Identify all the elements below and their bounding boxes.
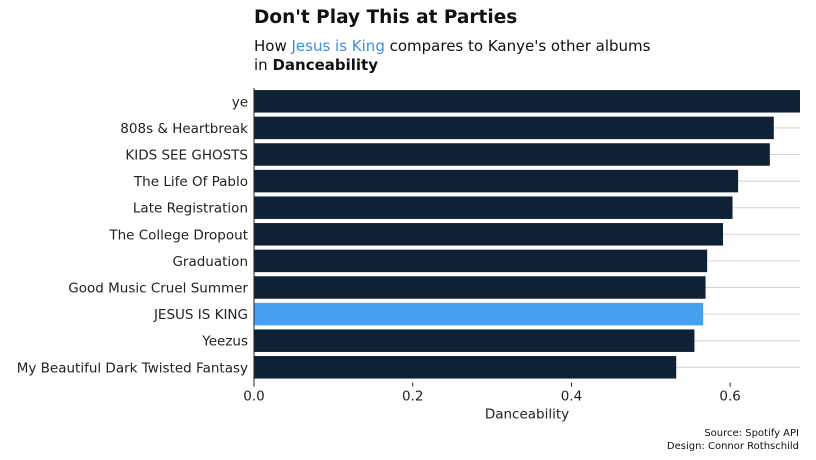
subtitle-middle: compares to Kanye's other albums [384, 37, 651, 55]
subtitle-prefix: How [254, 37, 292, 55]
caption: Source: Spotify API Design: Connor Roths… [667, 427, 799, 453]
chart-title: Don't Play This at Parties [254, 7, 518, 28]
bar [254, 329, 695, 352]
bar [254, 169, 739, 193]
category-label: Yeezus [201, 334, 248, 350]
chart-subtitle: How Jesus is King compares to Kanye's ot… [254, 37, 650, 75]
design-credit: Design: Connor Rothschild [666, 441, 799, 452]
subtitle-metric: Danceability [272, 56, 379, 74]
bar [254, 196, 733, 219]
source-credit: Source: Spotify API [704, 428, 799, 439]
category-label: ye [232, 94, 248, 110]
category-label: The College Dropout [108, 227, 248, 243]
bar [254, 116, 774, 140]
category-labels: ye 808s & Heartbreak KIDS SEE GHOSTS The Li… [17, 94, 249, 376]
category-label: Good Music Cruel Summer [68, 281, 248, 297]
category-label: The Life Of Pablo [133, 174, 248, 190]
x-tick-label: 0.0 [243, 389, 264, 405]
bar [254, 249, 708, 273]
bar [254, 276, 706, 299]
category-label: Late Registration [133, 201, 248, 217]
x-axis-ticks: 0.0 0.2 0.4 0.6 [243, 382, 741, 405]
bar-highlight [254, 302, 704, 326]
category-label: 808s & Heartbreak [120, 121, 248, 137]
category-label: KIDS SEE GHOSTS [125, 148, 248, 164]
bars [254, 90, 800, 379]
subtitle-highlight: Jesus is King [291, 37, 385, 55]
x-axis-title: Danceability [485, 407, 569, 423]
bar [254, 143, 770, 166]
category-label: Graduation [172, 254, 248, 270]
category-label: My Beautiful Dark Twisted Fantasy [17, 360, 248, 376]
subtitle-line2-prefix: in [254, 56, 273, 74]
category-label: JESUS IS KING [153, 307, 248, 323]
x-tick-label: 0.6 [719, 389, 740, 405]
bar [254, 356, 677, 379]
x-tick-label: 0.4 [561, 389, 582, 405]
bar [254, 90, 800, 113]
x-tick-label: 0.2 [402, 389, 423, 405]
bar [254, 223, 724, 246]
